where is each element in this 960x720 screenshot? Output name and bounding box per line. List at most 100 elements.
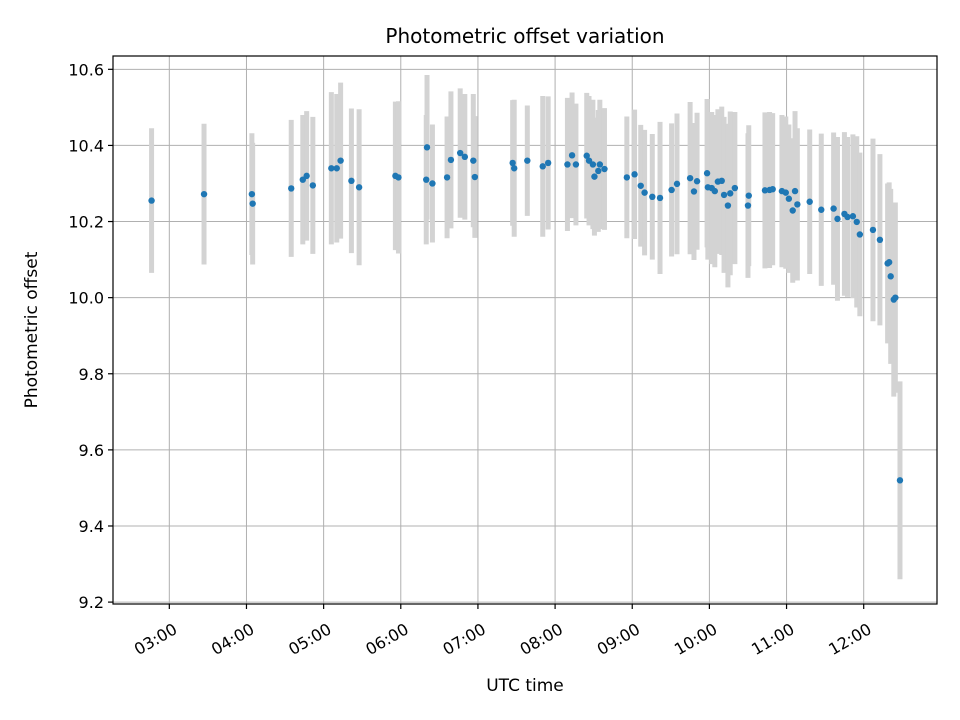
data-points xyxy=(148,144,904,484)
data-point xyxy=(656,194,664,202)
data-point xyxy=(568,152,576,159)
data-point xyxy=(148,197,155,204)
data-point xyxy=(649,193,656,201)
data-point xyxy=(703,170,711,177)
data-point xyxy=(303,172,310,180)
data-point xyxy=(887,273,894,280)
y-tick-label: 9.2 xyxy=(79,593,104,612)
x-tick-label: 03:00 xyxy=(131,619,180,659)
data-point xyxy=(668,186,675,194)
data-point xyxy=(761,187,769,194)
data-point xyxy=(333,165,340,172)
y-tick-label: 9.8 xyxy=(79,365,104,384)
x-tick-label: 12:00 xyxy=(825,619,874,659)
data-point xyxy=(423,144,431,151)
data-point xyxy=(328,165,335,172)
data-point xyxy=(673,180,681,188)
data-point xyxy=(782,189,789,196)
data-point xyxy=(693,178,701,185)
data-point xyxy=(789,207,796,214)
data-point xyxy=(288,185,295,192)
x-tick-label: 11:00 xyxy=(748,619,797,659)
data-point xyxy=(869,226,877,234)
data-point xyxy=(249,200,256,207)
data-point xyxy=(637,182,644,189)
data-point xyxy=(564,161,571,168)
data-point xyxy=(731,184,739,192)
data-point xyxy=(785,195,793,202)
data-point xyxy=(443,174,451,181)
y-tick-label: 9.6 xyxy=(79,441,104,460)
data-point xyxy=(892,294,899,301)
plot-frame xyxy=(112,55,938,605)
data-point xyxy=(896,477,904,484)
data-point xyxy=(509,159,516,167)
data-point xyxy=(471,173,479,181)
y-tick-label: 10.2 xyxy=(68,213,104,232)
data-point xyxy=(830,205,837,212)
y-tick-label: 10.0 xyxy=(68,289,104,308)
data-point xyxy=(744,202,752,209)
data-point xyxy=(461,153,469,161)
data-point xyxy=(794,201,801,208)
data-point xyxy=(355,184,363,191)
data-point xyxy=(834,215,841,223)
error-bars xyxy=(149,75,903,580)
x-axis-title: UTC time xyxy=(486,676,564,696)
data-point xyxy=(337,157,344,164)
y-axis-title: Photometric offset xyxy=(22,251,42,408)
data-point xyxy=(248,190,256,198)
data-point xyxy=(601,165,608,173)
data-point xyxy=(456,149,464,157)
data-point xyxy=(539,163,546,170)
x-tick-label: 04:00 xyxy=(208,619,257,659)
data-point xyxy=(711,187,718,195)
data-point xyxy=(583,152,590,159)
data-point xyxy=(309,182,317,189)
data-point xyxy=(395,174,402,181)
data-point xyxy=(724,202,732,209)
data-point xyxy=(686,174,694,182)
data-point xyxy=(429,180,436,187)
data-point xyxy=(849,213,857,220)
data-point xyxy=(641,189,648,196)
x-tick-label: 07:00 xyxy=(440,619,489,659)
x-axis-ticks: 03:00 04:00 05:00 06:00 07:00 08:00 09:00 10:00… xyxy=(131,604,875,659)
data-point xyxy=(718,177,725,185)
data-point xyxy=(348,177,355,185)
data-point xyxy=(623,174,631,181)
y-axis-ticks: 9.2 9.4 9.6 9.8 10.0 10.2 10.4 10.6 xyxy=(68,60,113,612)
data-point xyxy=(510,165,518,172)
data-point xyxy=(844,213,851,221)
data-point xyxy=(595,167,602,175)
x-tick-label: 08:00 xyxy=(517,619,566,659)
data-point xyxy=(806,198,813,205)
data-point xyxy=(791,187,799,195)
x-tick-label: 05:00 xyxy=(285,619,334,659)
x-tick-label: 06:00 xyxy=(362,619,411,659)
x-tick-label: 09:00 xyxy=(594,619,643,659)
y-tick-label: 10.4 xyxy=(68,136,104,155)
data-point xyxy=(596,161,604,168)
data-point xyxy=(423,176,430,183)
data-point xyxy=(853,218,860,226)
data-point xyxy=(720,191,728,199)
data-point xyxy=(544,159,552,167)
data-point xyxy=(745,192,752,199)
data-point xyxy=(591,173,598,180)
data-point xyxy=(885,259,893,266)
data-point xyxy=(572,161,580,168)
data-point xyxy=(631,171,638,178)
y-tick-label: 10.6 xyxy=(68,60,104,79)
data-point xyxy=(690,188,698,195)
data-point xyxy=(470,157,477,164)
y-tick-label: 9.4 xyxy=(79,517,104,536)
data-point xyxy=(818,206,825,213)
chart-title: Photometric offset variation xyxy=(385,24,664,48)
x-tick-label: 10:00 xyxy=(671,619,720,659)
data-point xyxy=(589,161,597,168)
data-point xyxy=(727,190,734,197)
data-point xyxy=(524,157,531,164)
data-point xyxy=(769,185,776,193)
